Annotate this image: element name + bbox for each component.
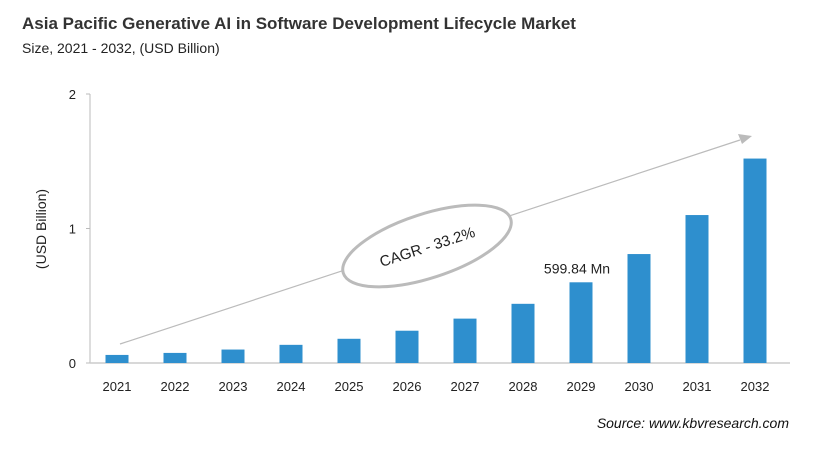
y-tick-label: 2 <box>69 87 76 102</box>
x-tick-label-2023: 2023 <box>219 379 248 394</box>
y-tick-label: 0 <box>69 356 76 371</box>
y-axis-title: (USD Billion) <box>33 189 49 269</box>
bar-2023 <box>221 349 245 363</box>
x-tick-label-2028: 2028 <box>509 379 538 394</box>
chart-subtitle: Size, 2021 - 2032, (USD Billion) <box>22 40 220 56</box>
chart-title: Asia Pacific Generative AI in Software D… <box>22 14 576 33</box>
x-tick-label-2031: 2031 <box>683 379 712 394</box>
x-tick-label-2021: 2021 <box>103 379 132 394</box>
x-tick-label-2030: 2030 <box>625 379 654 394</box>
bar-2025 <box>337 338 361 363</box>
x-tick-label-2027: 2027 <box>451 379 480 394</box>
x-tick-label-2032: 2032 <box>741 379 770 394</box>
x-tick-label-2025: 2025 <box>335 379 364 394</box>
y-tick-label: 1 <box>69 222 76 237</box>
cagr-ellipse <box>341 203 513 289</box>
x-tick-label-2029: 2029 <box>567 379 596 394</box>
source-note: Source: www.kbvresearch.com <box>596 415 789 431</box>
bar-2021 <box>105 354 129 363</box>
bar-2029 <box>569 282 593 363</box>
bar-2027 <box>453 318 477 363</box>
bar-2026 <box>395 330 419 363</box>
bar-2031 <box>685 215 709 363</box>
data-label-2029: 599.84 Mn <box>544 260 610 276</box>
bar-2032 <box>743 158 767 363</box>
x-tick-label-2024: 2024 <box>277 379 306 394</box>
bar-2024 <box>279 344 303 363</box>
trend-arrow-head <box>738 134 752 144</box>
x-tick-label-2022: 2022 <box>161 379 190 394</box>
bar-2022 <box>163 352 187 363</box>
bar-2030 <box>627 254 651 363</box>
x-tick-label-2026: 2026 <box>393 379 422 394</box>
bar-2028 <box>511 303 535 363</box>
